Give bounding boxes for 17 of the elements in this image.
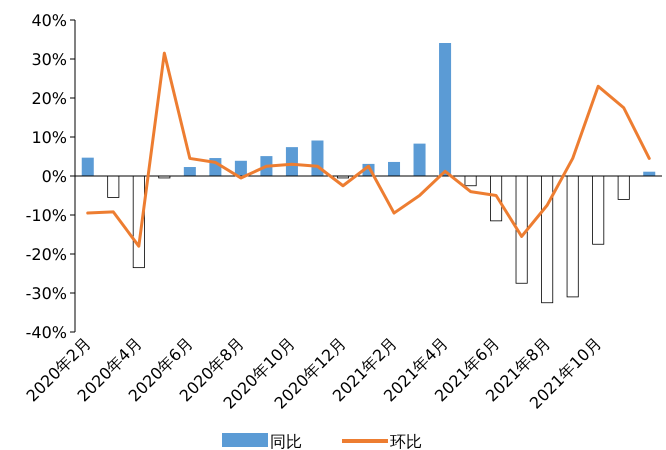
bar bbox=[82, 158, 94, 176]
bar bbox=[414, 144, 426, 176]
y-tick-label: -40% bbox=[26, 323, 67, 342]
bar bbox=[184, 167, 196, 176]
y-tick-label: 0% bbox=[42, 167, 67, 186]
legend-label: 同比 bbox=[270, 432, 302, 450]
y-tick-label: 40% bbox=[31, 11, 67, 30]
y-tick-label: -30% bbox=[26, 284, 67, 303]
y-tick-label: -20% bbox=[26, 245, 67, 264]
bar bbox=[388, 162, 400, 176]
y-tick-label: 10% bbox=[31, 128, 67, 147]
y-tick-label: 30% bbox=[31, 50, 67, 69]
line-series bbox=[86, 52, 651, 248]
bar bbox=[439, 43, 452, 176]
y-tick-label: -10% bbox=[26, 206, 67, 225]
legend-label: 环比 bbox=[390, 432, 422, 450]
y-tick-label: 20% bbox=[31, 89, 67, 108]
